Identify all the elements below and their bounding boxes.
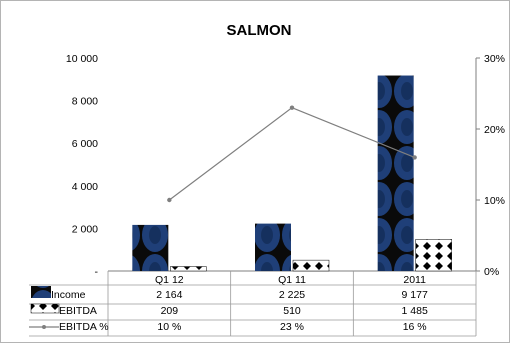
ebitda-pct-point — [412, 155, 417, 160]
chart-title: SALMON — [227, 22, 292, 39]
data-label: 16 % — [403, 321, 427, 333]
right-tick-label: 30% — [484, 53, 505, 65]
data-label: 510 — [283, 305, 301, 317]
left-tick-label: 4 000 — [72, 181, 98, 193]
legend-key-ebitda-pct-point — [42, 325, 46, 329]
right-tick-label: 10% — [484, 195, 505, 207]
data-table: Q1 12 Q1 11 2011 Income 2 164 2 225 9 177 EBITD… — [29, 271, 477, 337]
ebitda-pct-line — [167, 105, 417, 203]
series-name: EBITDA — [59, 305, 97, 317]
ebitda-pct-point — [167, 197, 172, 203]
left-axis-ticks: - 2 000 4 000 6 000 8 000 10 000 — [66, 53, 99, 278]
left-tick-label: 6 000 — [72, 138, 98, 150]
data-label: 9 177 — [402, 289, 428, 301]
axes — [108, 58, 477, 272]
data-label: 10 % — [157, 321, 181, 333]
data-label: 2 164 — [156, 289, 182, 301]
ebitda-pct-point — [289, 105, 295, 110]
left-tick-label: 10 000 — [66, 53, 98, 65]
right-tick-label: 0% — [484, 266, 499, 278]
x-tick-label: 2011 — [403, 274, 426, 286]
right-tick-label: 20% — [484, 124, 505, 136]
legend-key-income — [31, 286, 51, 298]
x-tick-label: Q1 12 — [155, 274, 184, 286]
ebitda-bar — [170, 266, 207, 272]
data-label: 209 — [161, 305, 179, 317]
series-name: Income — [51, 289, 86, 301]
data-label: 23 % — [280, 321, 304, 333]
left-tick-label: 8 000 — [72, 96, 98, 108]
series-name: EBITDA % — [59, 321, 109, 333]
x-tick-label: Q1 11 — [278, 274, 306, 286]
data-label: 1 485 — [402, 305, 428, 317]
data-label: 2 225 — [279, 289, 305, 301]
ebitda-bar — [415, 239, 452, 272]
bars — [132, 75, 452, 272]
ebitda-bar — [292, 259, 330, 272]
right-axis-ticks: 0% 10% 20% 30% — [476, 53, 505, 278]
income-bar — [132, 224, 169, 271]
left-tick-label: - — [95, 266, 99, 278]
income-bar — [255, 223, 291, 271]
income-bar — [377, 75, 414, 271]
legend-key-ebitda — [30, 303, 60, 314]
left-tick-label: 2 000 — [72, 223, 98, 235]
